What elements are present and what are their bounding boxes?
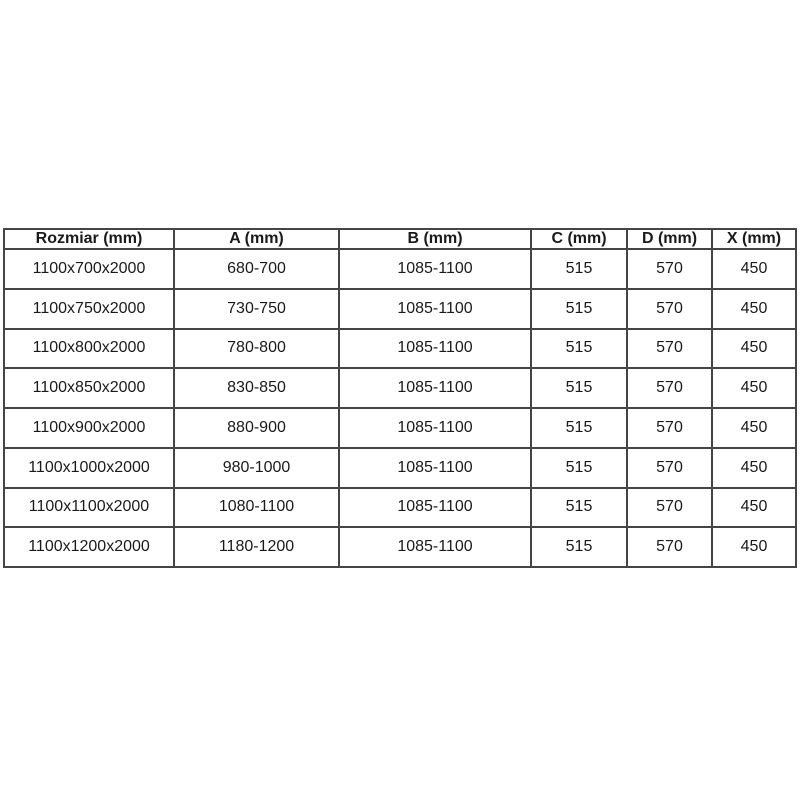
table-cell: 570 [626, 526, 713, 568]
table-cell: 1085-1100 [338, 287, 532, 330]
header-row: Rozmiar (mm) A (mm) B (mm) C (mm) D (mm)… [3, 228, 797, 250]
table-cell: 980-1000 [173, 446, 340, 489]
column-header-rozmiar: Rozmiar (mm) [3, 228, 175, 250]
table-cell: 450 [711, 367, 797, 409]
table-row: 1100x1100x2000 1080-1100 1085-1100 515 570 45… [3, 486, 797, 529]
table-row: 1100x750x2000 730-750 1085-1100 515 570 450 [3, 287, 797, 330]
table-cell: 1085-1100 [338, 486, 532, 529]
table-body: 1100x700x2000 680-700 1085-1100 515 570 450 11… [3, 248, 797, 568]
table-row: 1100x850x2000 830-850 1085-1100 515 570 450 [3, 367, 797, 409]
table-cell: 515 [530, 248, 628, 290]
table-cell: 450 [711, 486, 797, 529]
table-cell: 1100x800x2000 [3, 327, 175, 370]
table-cell: 1080-1100 [173, 486, 340, 529]
table-cell: 780-800 [173, 327, 340, 370]
column-header-a: A (mm) [173, 228, 340, 250]
table-cell: 450 [711, 287, 797, 330]
table-cell: 450 [711, 248, 797, 290]
table-cell: 515 [530, 446, 628, 489]
table-cell: 515 [530, 526, 628, 568]
table-cell: 1085-1100 [338, 367, 532, 409]
table-cell: 1100x850x2000 [3, 367, 175, 409]
table-cell: 1085-1100 [338, 248, 532, 290]
table-cell: 830-850 [173, 367, 340, 409]
table-cell: 515 [530, 407, 628, 449]
table-cell: 515 [530, 287, 628, 330]
table-cell: 570 [626, 446, 713, 489]
table-row: 1100x700x2000 680-700 1085-1100 515 570 450 [3, 248, 797, 290]
table-cell: 1085-1100 [338, 407, 532, 449]
table-cell: 1180-1200 [173, 526, 340, 568]
table-cell: 1100x1000x2000 [3, 446, 175, 489]
table-cell: 570 [626, 486, 713, 529]
column-header-b: B (mm) [338, 228, 532, 250]
table-cell: 1100x900x2000 [3, 407, 175, 449]
table-cell: 1085-1100 [338, 327, 532, 370]
table-cell: 450 [711, 446, 797, 489]
table-cell: 730-750 [173, 287, 340, 330]
table-cell: 1085-1100 [338, 446, 532, 489]
dimensions-table: Rozmiar (mm) A (mm) B (mm) C (mm) D (mm)… [3, 228, 797, 568]
table-cell: 570 [626, 327, 713, 370]
column-header-x: X (mm) [711, 228, 797, 250]
table-cell: 680-700 [173, 248, 340, 290]
table-cell: 1100x700x2000 [3, 248, 175, 290]
table-cell: 1100x1200x2000 [3, 526, 175, 568]
table-row: 1100x900x2000 880-900 1085-1100 515 570 450 [3, 407, 797, 449]
table-cell: 450 [711, 407, 797, 449]
table-cell: 1085-1100 [338, 526, 532, 568]
table-row: 1100x1000x2000 980-1000 1085-1100 515 570 450 [3, 446, 797, 489]
table-cell: 570 [626, 287, 713, 330]
table-cell: 515 [530, 486, 628, 529]
table-cell: 880-900 [173, 407, 340, 449]
table-cell: 1100x1100x2000 [3, 486, 175, 529]
table-cell: 515 [530, 367, 628, 409]
table-row: 1100x800x2000 780-800 1085-1100 515 570 450 [3, 327, 797, 370]
table-cell: 570 [626, 367, 713, 409]
table-cell: 570 [626, 407, 713, 449]
column-header-d: D (mm) [626, 228, 713, 250]
table-cell: 515 [530, 327, 628, 370]
table-cell: 570 [626, 248, 713, 290]
table-cell: 450 [711, 327, 797, 370]
table-cell: 450 [711, 526, 797, 568]
table-header: Rozmiar (mm) A (mm) B (mm) C (mm) D (mm)… [3, 228, 797, 250]
table-cell: 1100x750x2000 [3, 287, 175, 330]
column-header-c: C (mm) [530, 228, 628, 250]
table-row: 1100x1200x2000 1180-1200 1085-1100 515 570 45… [3, 526, 797, 568]
